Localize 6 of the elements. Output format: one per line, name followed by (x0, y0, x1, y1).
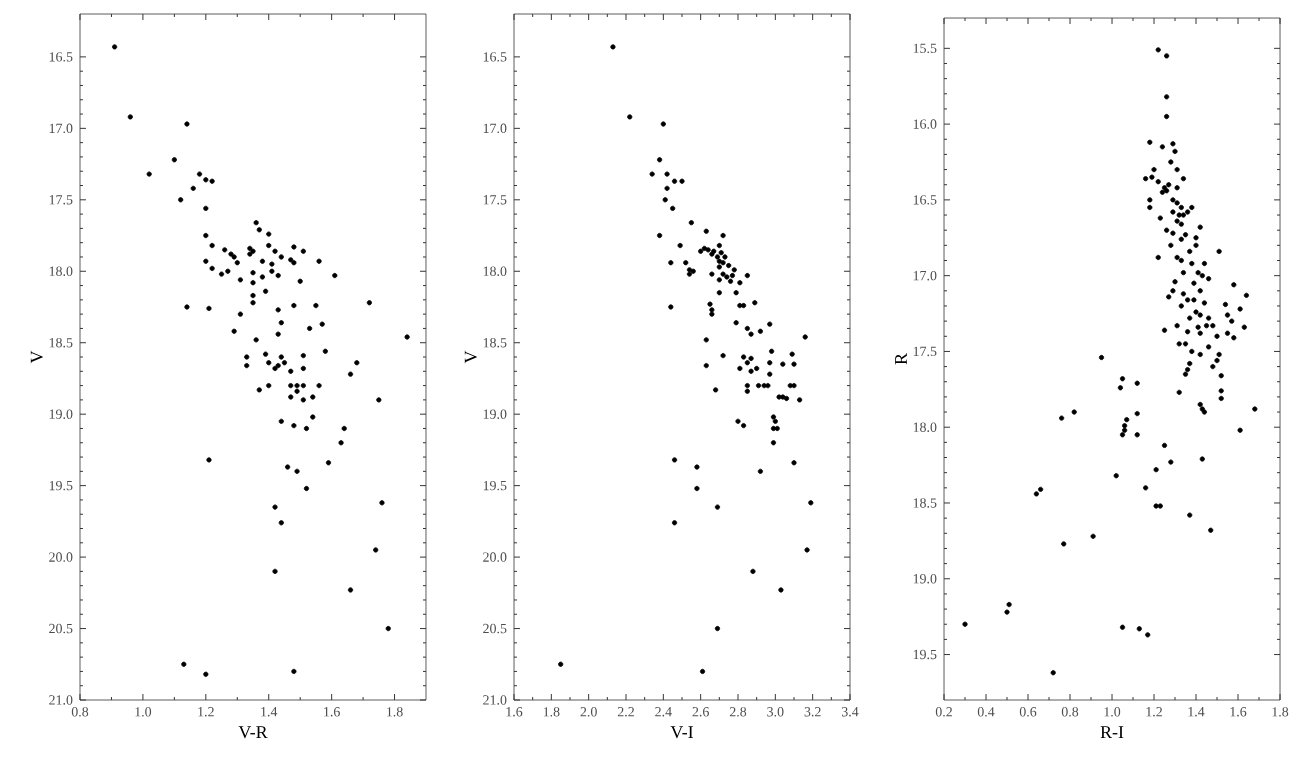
y-axis-title: V (30, 350, 43, 364)
x-axis-title: V-R (238, 726, 268, 739)
x-axis-title: V-I (670, 726, 694, 739)
x-axis-title: R-I (1100, 726, 1124, 738)
y-axis-title: V (464, 350, 477, 364)
y-axis-title: R (895, 353, 907, 365)
